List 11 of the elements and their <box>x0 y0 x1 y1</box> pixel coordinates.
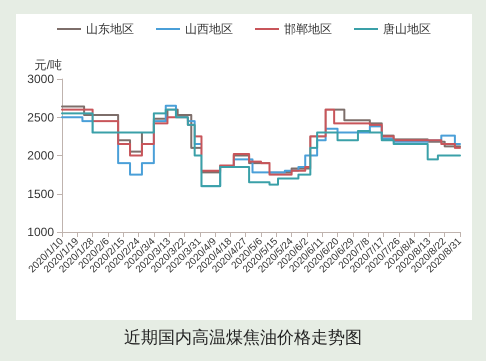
y-axis-title: 元/吨 <box>34 58 62 72</box>
text: 近期国内高温煤焦油价格走势图 <box>123 327 363 349</box>
y-tick-label: 2500 <box>27 110 54 124</box>
legend-label: 山东地区 <box>86 22 134 36</box>
legend-label: 邯郸地区 <box>284 22 332 36</box>
legend-label: 唐山地区 <box>383 22 431 36</box>
y-tick-label: 3000 <box>27 72 54 86</box>
y-tick-label: 1500 <box>27 186 54 201</box>
legend-label: 山西地区 <box>185 22 233 36</box>
y-tick-label: 2000 <box>27 148 54 162</box>
y-tick-label: 1000 <box>27 225 54 239</box>
